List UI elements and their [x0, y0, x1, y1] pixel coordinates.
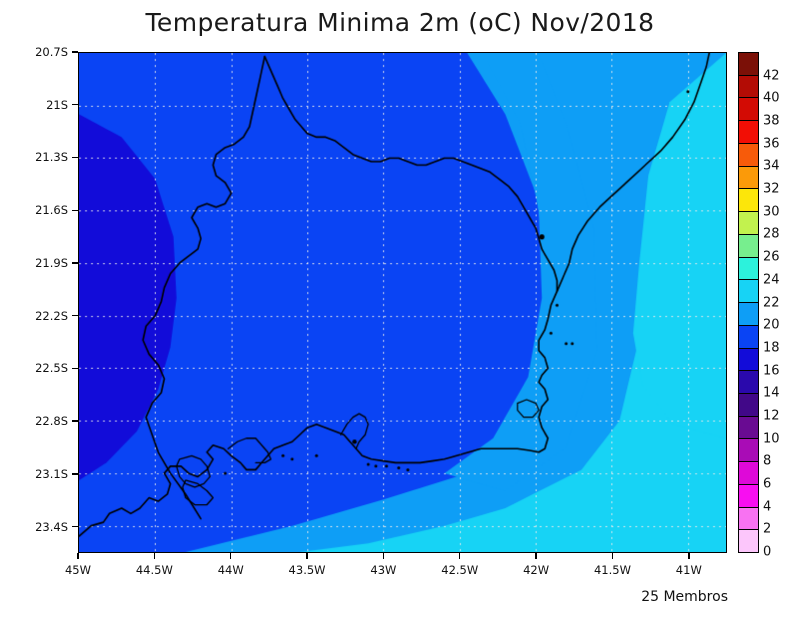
- y-axis-label: 23.4S: [35, 519, 68, 534]
- x-axis-tick: [153, 553, 156, 559]
- y-axis-tick: [72, 51, 78, 53]
- colorbar-band[interactable]: [739, 325, 758, 349]
- colorbar-tick-label: 4: [763, 499, 772, 515]
- y-axis-label: 21S: [46, 97, 68, 112]
- y-axis-label: 21.6S: [35, 203, 68, 218]
- x-axis-tick: [611, 553, 614, 559]
- x-axis-tick: [688, 553, 690, 559]
- colorbar-tick-label: 42: [763, 68, 780, 84]
- y-axis-label: 22.2S: [35, 308, 68, 323]
- colorbar-band[interactable]: [739, 212, 758, 235]
- x-axis-label: 44W: [217, 563, 244, 577]
- colorbar-band[interactable]: [739, 234, 758, 258]
- colorbar-band[interactable]: [739, 371, 758, 395]
- x-axis-label: 45W: [64, 563, 92, 577]
- colorbar-tick-label: 18: [763, 340, 780, 356]
- y-axis-tick: [72, 367, 78, 370]
- chart-title: Temperatura Minima 2m (oC) Nov/2018: [145, 8, 655, 37]
- colorbar-band[interactable]: [739, 303, 758, 326]
- y-axis-tick: [72, 209, 78, 211]
- colorbar-tick-label: 14: [763, 385, 780, 401]
- y-axis-label: 21.9S: [35, 255, 68, 270]
- x-axis-tick: [382, 553, 385, 559]
- y-axis-label: 22.5S: [35, 361, 68, 376]
- y-axis-tick: [72, 104, 78, 106]
- colorbar-band[interactable]: [739, 98, 758, 122]
- map-plot-area[interactable]: [78, 52, 727, 553]
- colorbar-tick-label: 22: [763, 295, 780, 310]
- y-axis-tick: [72, 262, 78, 264]
- colorbar-band[interactable]: [739, 462, 758, 485]
- temperature-contour-map[interactable]: [79, 53, 726, 552]
- ensemble-members-note: 25 Membros: [641, 589, 728, 605]
- y-axis-tick: [72, 314, 78, 317]
- colorbar[interactable]: [738, 52, 759, 553]
- colorbar-band[interactable]: [739, 53, 758, 76]
- colorbar-tick-label: 34: [763, 158, 780, 174]
- colorbar-band[interactable]: [739, 416, 758, 440]
- x-axis-label: 42W: [523, 563, 550, 577]
- y-axis-label: 23.1S: [35, 466, 68, 481]
- y-axis-tick: [72, 525, 78, 528]
- x-axis-label: 41.5W: [593, 563, 631, 577]
- y-axis-label: 21.3S: [35, 150, 68, 165]
- colorbar-band[interactable]: [739, 257, 758, 281]
- colorbar-band[interactable]: [739, 439, 758, 463]
- colorbar-band[interactable]: [739, 189, 758, 213]
- y-axis-tick: [72, 473, 78, 475]
- x-axis-label: 41W: [675, 563, 702, 577]
- x-axis-label: 44.5W: [135, 563, 173, 577]
- x-axis-tick: [306, 553, 308, 559]
- colorbar-tick-label: 12: [763, 408, 780, 424]
- x-axis-label: 43.5W: [288, 563, 326, 577]
- colorbar-band[interactable]: [739, 394, 758, 417]
- x-axis-tick: [535, 553, 537, 559]
- colorbar-tick-label: 36: [763, 136, 780, 152]
- colorbar-tick-label: 16: [763, 363, 780, 379]
- colorbar-band[interactable]: [739, 121, 758, 144]
- colorbar-tick-label: 8: [763, 453, 772, 469]
- colorbar-band[interactable]: [739, 280, 758, 304]
- colorbar-tick-label: 6: [763, 476, 772, 492]
- colorbar-tick-label: 24: [763, 272, 780, 288]
- colorbar-tick-label: 26: [763, 249, 780, 265]
- x-axis-tick: [77, 553, 79, 559]
- colorbar-tick-label: 20: [763, 317, 780, 333]
- x-axis-tick: [459, 553, 461, 559]
- colorbar-tick-label: 2: [763, 521, 772, 537]
- colorbar-band[interactable]: [739, 507, 758, 531]
- colorbar-band[interactable]: [739, 75, 758, 99]
- x-axis-tick: [230, 553, 232, 559]
- colorbar-tick-label: 28: [763, 226, 780, 242]
- colorbar-tick-label: 40: [763, 90, 780, 106]
- y-axis-tick: [72, 156, 78, 159]
- y-axis-label: 20.7S: [35, 45, 68, 59]
- x-axis-label: 42.5W: [441, 563, 479, 577]
- x-axis-label: 43W: [370, 563, 397, 577]
- colorbar-band[interactable]: [739, 484, 758, 508]
- colorbar-tick-label: 30: [763, 204, 780, 220]
- colorbar-band[interactable]: [739, 530, 758, 553]
- colorbar-tick-label: 32: [763, 181, 780, 197]
- colorbar-tick-label: 38: [763, 113, 780, 129]
- colorbar-band[interactable]: [739, 166, 758, 190]
- colorbar-tick-label: 0: [763, 544, 772, 560]
- colorbar-band[interactable]: [739, 143, 758, 167]
- colorbar-band[interactable]: [739, 348, 758, 372]
- colorbar-tick-labels: 42 40 38 36 34 32 30 28 26 24 22 20 18 16 14 12 10 8 6 4 2 0: [763, 52, 797, 559]
- y-axis-tick: [72, 420, 78, 422]
- y-axis-label: 22.8S: [35, 414, 68, 429]
- colorbar-tick-label: 10: [763, 431, 780, 447]
